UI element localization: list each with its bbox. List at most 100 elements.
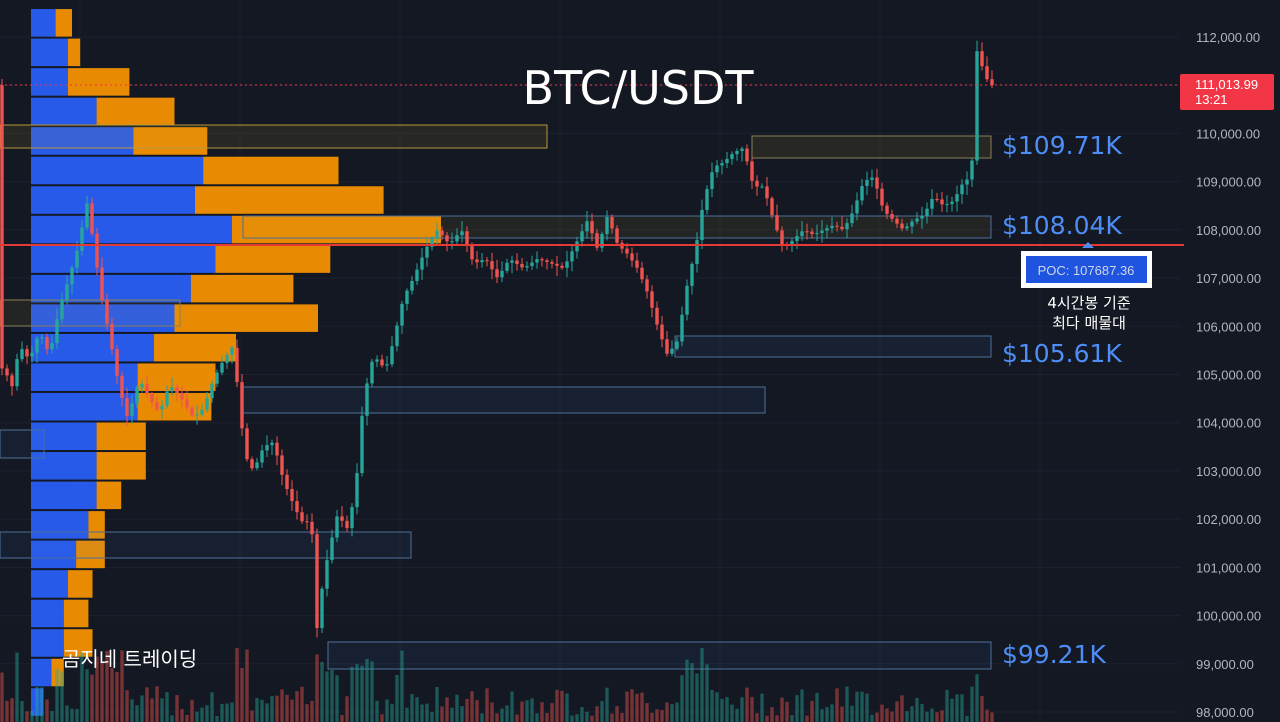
volume-bar: [245, 649, 249, 722]
volume-bar: [0, 672, 4, 722]
candle-body: [190, 407, 194, 416]
candle-body: [215, 372, 219, 384]
y-tick-label: 100,000.00: [1196, 609, 1261, 624]
volume-bar: [105, 650, 109, 722]
volume-bar: [425, 703, 429, 722]
volume-bar: [950, 698, 954, 722]
volume-bar: [845, 686, 849, 722]
candle-body: [100, 267, 104, 300]
volume-bar: [380, 714, 384, 722]
volume-bar: [685, 659, 689, 722]
volume-bar: [365, 658, 369, 722]
candle-body: [860, 185, 864, 201]
candle-body: [925, 208, 929, 217]
volume-bar: [475, 700, 479, 722]
candle-body: [635, 260, 639, 268]
volume-bar: [260, 699, 264, 722]
volume-bar: [745, 687, 749, 722]
candle-body: [400, 303, 404, 326]
candle-body: [680, 314, 684, 342]
volume-bar: [580, 707, 584, 722]
candle-body: [685, 285, 689, 315]
volume-bar: [630, 689, 634, 722]
volume-bar: [905, 711, 909, 722]
volume-bar: [975, 674, 979, 722]
volume-profile-sell-bar: [96, 452, 146, 480]
volume-bar: [885, 708, 889, 722]
volume-bar: [25, 711, 29, 722]
candle-body: [125, 398, 129, 417]
y-tick-label: 106,000.00: [1196, 319, 1261, 334]
volume-bar: [860, 691, 864, 722]
zone-104k: [242, 386, 766, 414]
candle-body: [305, 521, 309, 523]
volume-bar: [550, 703, 554, 722]
candle-body: [670, 348, 674, 354]
volume-bar: [510, 691, 514, 722]
candle-body: [665, 339, 669, 354]
candle-body: [350, 507, 354, 529]
candle-body: [875, 177, 879, 189]
candle-body: [195, 414, 199, 416]
volume-bar: [355, 664, 359, 722]
volume-bar: [135, 705, 139, 722]
volume-bar: [385, 699, 389, 722]
candle-body: [285, 474, 289, 490]
volume-bar: [70, 708, 74, 722]
volume-bar: [895, 701, 899, 722]
volume-bar: [60, 671, 64, 722]
candle-body: [295, 501, 299, 513]
volume-bar: [420, 704, 424, 722]
candle-body: [660, 324, 664, 340]
volume-bar: [725, 697, 729, 722]
candle-body: [640, 267, 644, 280]
candle-body: [155, 402, 159, 410]
candle-body: [55, 319, 59, 344]
candle-body: [915, 218, 919, 222]
volume-bar: [880, 704, 884, 722]
volume-bar: [930, 708, 934, 722]
volume-bar: [840, 706, 844, 722]
volume-bar: [430, 711, 434, 722]
volume-bar: [175, 695, 179, 722]
supply-demand-zones: [0, 124, 992, 670]
volume-bar: [835, 688, 839, 722]
volume-profile-sell-bar: [203, 156, 339, 185]
candle-body: [690, 263, 694, 286]
volume-bar: [575, 714, 579, 722]
candle-body: [360, 415, 364, 474]
candle-body: [815, 232, 819, 234]
volume-bar: [760, 693, 764, 722]
candle-body: [45, 337, 49, 350]
candle-body: [235, 347, 239, 383]
level-labels: $109.71K $108.04K $105.61K $99.21K: [1002, 131, 1122, 669]
candle-body: [425, 246, 429, 258]
level-label-109k: $109.71K: [1002, 131, 1122, 160]
candle-body: [850, 213, 854, 224]
candle-body: [345, 520, 349, 529]
volume-profile-buy-bar: [31, 97, 97, 126]
candle-body: [585, 221, 589, 232]
candle-body: [245, 428, 249, 460]
candle-body: [320, 588, 324, 628]
volume-bar: [305, 704, 309, 722]
volume-bar: [75, 708, 79, 722]
candle-body: [590, 221, 594, 234]
candle-body: [420, 257, 424, 270]
volume-bar: [980, 696, 984, 722]
volume-bar: [810, 700, 814, 722]
candle-body: [740, 148, 744, 152]
candle-body: [565, 261, 569, 268]
volume-bar: [30, 710, 34, 722]
y-tick-label: 99,000.00: [1196, 657, 1254, 672]
candle-body: [455, 235, 459, 242]
candle-body: [530, 262, 534, 267]
volume-bar: [535, 713, 539, 722]
zone-109k: [751, 135, 992, 159]
volume-profile-sell-bar: [215, 245, 331, 273]
volume-bar: [270, 696, 274, 722]
volume-bar: [655, 709, 659, 722]
volume-bar: [140, 695, 144, 722]
candle-body: [630, 253, 634, 261]
volume-profile-buy-bar: [31, 304, 175, 332]
